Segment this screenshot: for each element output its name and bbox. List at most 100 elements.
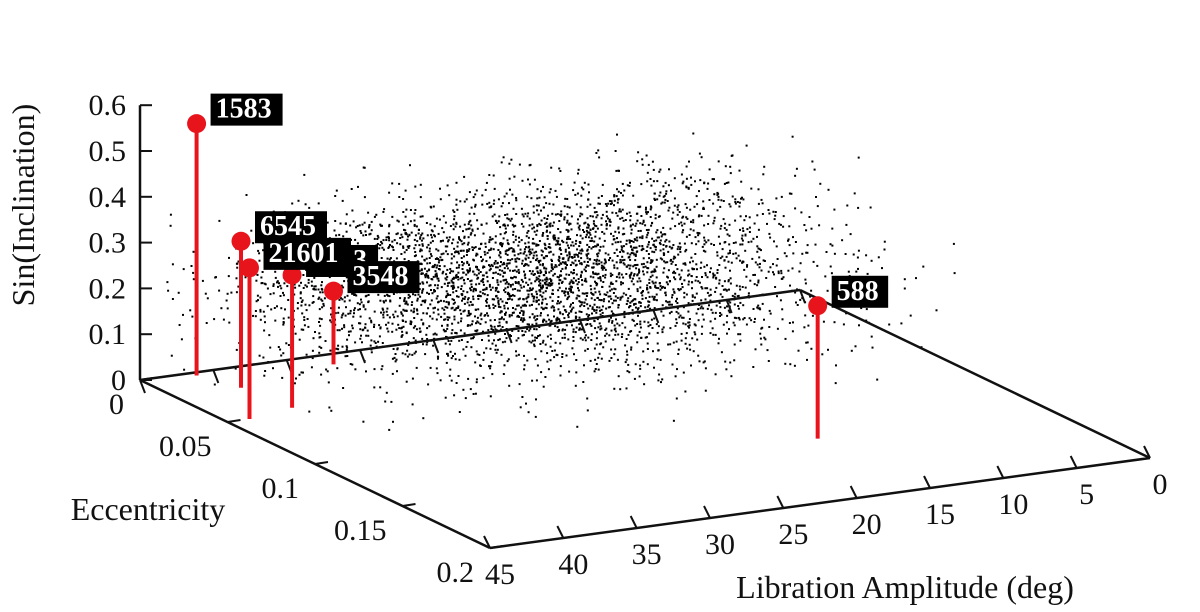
background-point <box>524 277 527 279</box>
background-point <box>616 255 619 257</box>
background-point <box>391 322 394 325</box>
background-point <box>537 260 540 262</box>
background-point <box>387 330 390 333</box>
background-point <box>515 339 518 342</box>
background-point <box>812 260 815 263</box>
background-point <box>403 309 406 312</box>
background-point <box>568 370 571 373</box>
background-point <box>319 324 322 327</box>
background-point <box>320 373 323 376</box>
background-point <box>757 281 760 284</box>
background-point <box>423 259 426 262</box>
background-point <box>254 310 257 312</box>
background-point <box>533 295 536 298</box>
background-point <box>787 239 789 242</box>
background-point <box>546 360 549 363</box>
background-point <box>527 241 530 244</box>
background-point <box>466 262 469 265</box>
background-point <box>512 207 515 210</box>
background-point <box>558 286 561 289</box>
background-point <box>723 306 726 309</box>
background-point <box>691 299 694 302</box>
background-point <box>703 224 706 227</box>
background-point <box>313 276 316 279</box>
background-point <box>660 310 663 313</box>
background-point <box>535 233 538 236</box>
background-point <box>424 276 427 279</box>
background-point <box>554 213 557 216</box>
background-point <box>723 259 726 262</box>
background-point <box>644 224 647 227</box>
background-point <box>508 314 511 317</box>
background-point <box>436 295 439 298</box>
background-point <box>507 283 510 286</box>
background-point <box>382 210 385 213</box>
background-point <box>409 220 412 223</box>
background-point <box>425 312 428 315</box>
background-point <box>535 250 538 253</box>
background-point <box>471 249 474 251</box>
background-point <box>644 297 647 300</box>
background-point <box>408 233 411 236</box>
background-point <box>605 307 608 310</box>
background-point <box>578 245 581 248</box>
background-point <box>644 208 647 211</box>
background-point <box>520 239 523 242</box>
background-point <box>754 261 757 264</box>
libration-tick-label: 15 <box>925 498 955 531</box>
background-point <box>506 224 509 227</box>
background-point <box>449 225 452 227</box>
background-point <box>617 241 620 244</box>
background-point <box>487 339 490 342</box>
background-point <box>439 187 441 190</box>
background-point <box>464 295 467 298</box>
background-point <box>697 240 700 243</box>
background-point <box>688 321 691 324</box>
background-point <box>638 270 641 273</box>
background-point <box>337 311 340 314</box>
background-point <box>608 220 611 223</box>
eccentricity-tick-mark <box>227 419 241 423</box>
background-point <box>655 265 658 268</box>
background-point <box>858 324 860 327</box>
background-point <box>595 211 598 213</box>
background-point <box>715 286 718 289</box>
background-point <box>410 309 413 312</box>
background-point <box>628 267 631 270</box>
background-point <box>583 231 586 233</box>
background-point <box>538 196 541 199</box>
background-point <box>432 275 435 278</box>
background-point <box>811 160 814 163</box>
background-point <box>405 233 408 236</box>
background-point <box>507 218 510 221</box>
background-point <box>524 212 527 215</box>
background-point <box>469 287 472 290</box>
background-point <box>776 327 779 330</box>
background-point <box>541 264 544 267</box>
background-point <box>388 245 391 248</box>
background-point <box>409 164 411 167</box>
background-point <box>656 229 659 232</box>
background-point <box>326 370 329 373</box>
background-point <box>612 292 615 294</box>
background-point <box>560 262 563 265</box>
background-point <box>571 272 574 275</box>
background-point <box>752 308 755 310</box>
background-point <box>719 293 722 296</box>
background-point <box>567 316 570 319</box>
background-point <box>617 333 620 336</box>
background-point <box>623 316 626 319</box>
background-point <box>234 367 237 370</box>
background-point <box>633 303 635 306</box>
background-point <box>670 262 673 265</box>
background-point <box>598 249 601 252</box>
background-point <box>543 319 546 322</box>
background-point <box>535 293 538 296</box>
background-point <box>392 420 394 423</box>
background-point <box>654 213 657 216</box>
background-point <box>642 221 645 223</box>
background-point <box>463 302 466 305</box>
background-point <box>601 268 604 271</box>
background-point <box>523 303 526 306</box>
background-point <box>459 309 462 312</box>
